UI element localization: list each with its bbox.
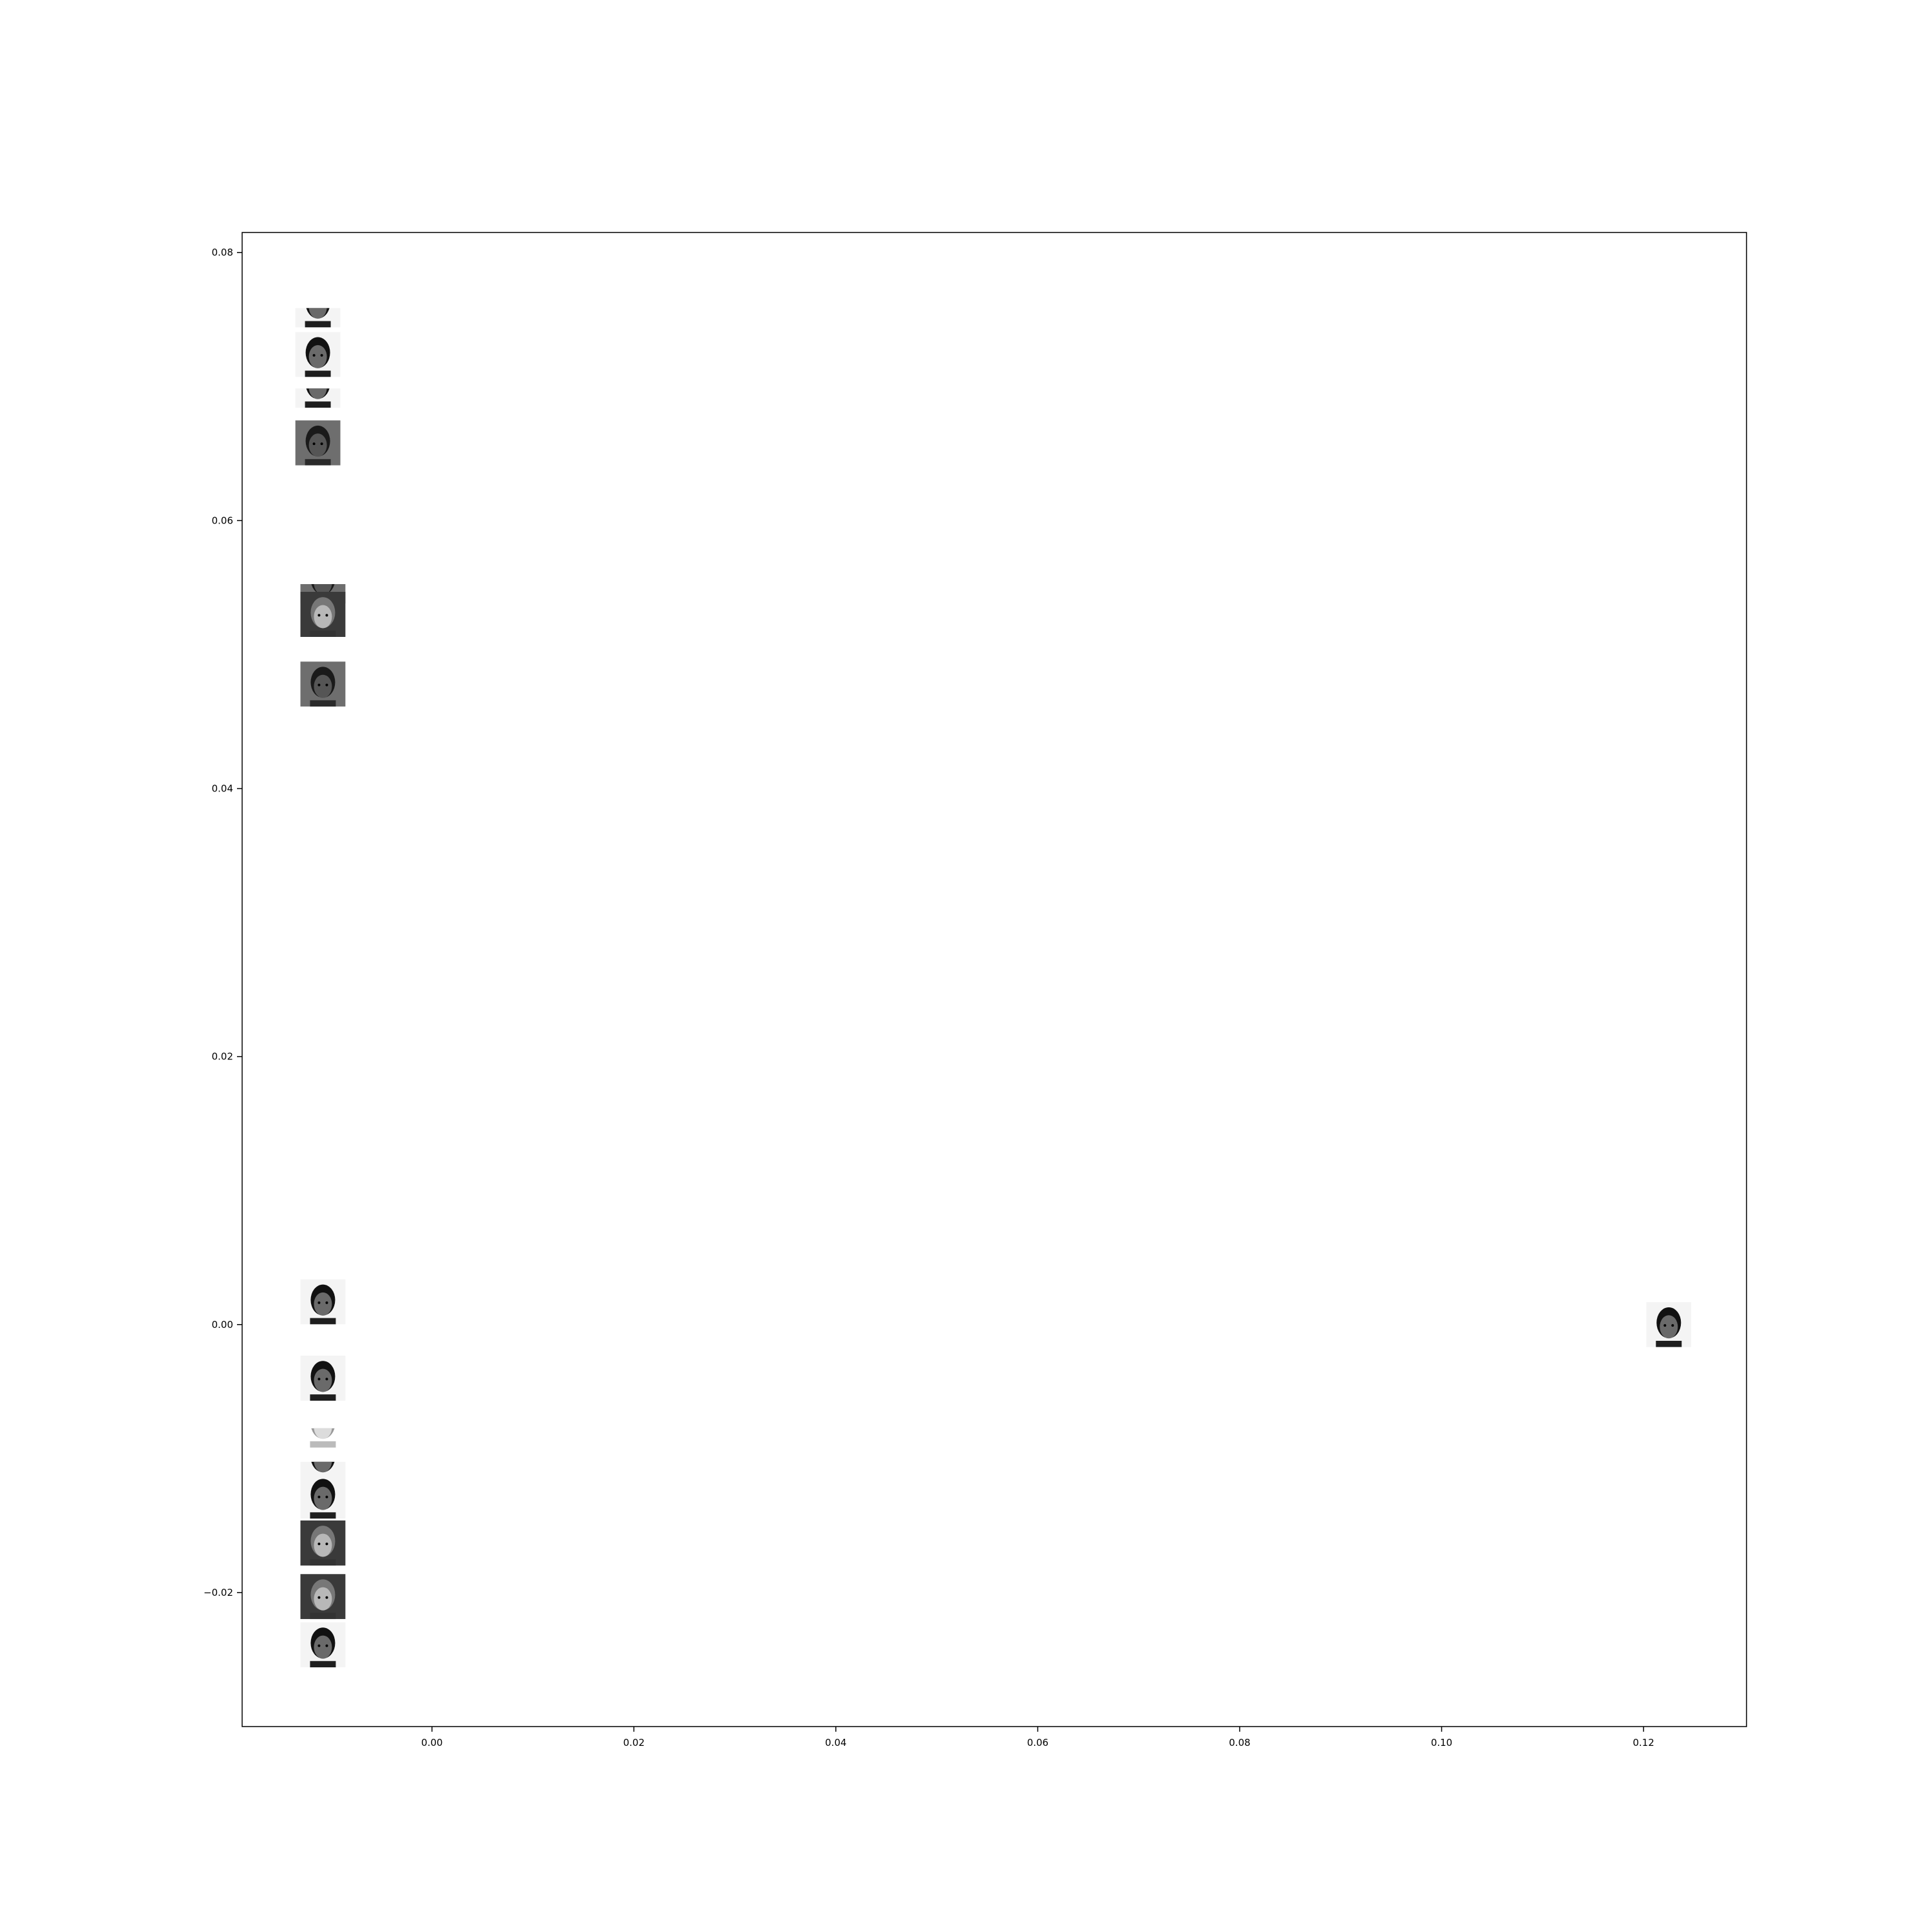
y-tick-label: 0.02 (212, 1051, 233, 1063)
face-thumbnail (300, 1622, 346, 1668)
plot-area (242, 232, 1747, 1727)
face-thumbnail (300, 1279, 346, 1325)
y-tick-label: 0.04 (212, 782, 233, 794)
y-axis: −0.02 0.00 0.02 0.04 0.06 0.08 (204, 247, 242, 1598)
face-thumbnail (300, 1520, 346, 1566)
x-tick-label: 0.04 (825, 1737, 846, 1748)
face-thumbnail (300, 1574, 346, 1620)
face-thumbnail (300, 1356, 346, 1401)
face-thumbnail (300, 592, 346, 638)
x-tick-label: 0.10 (1431, 1737, 1452, 1748)
face-thumbnail (300, 1473, 346, 1519)
x-tick-label: 0.12 (1633, 1737, 1654, 1748)
face-thumbnail (300, 661, 346, 707)
y-tick-label: 0.06 (212, 515, 233, 526)
x-tick-label: 0.08 (1229, 1737, 1250, 1748)
x-tick-label: 0.06 (1027, 1737, 1048, 1748)
face-thumbnail (300, 1428, 346, 1448)
face-points (295, 308, 1692, 1668)
y-tick-label: 0.08 (212, 247, 233, 258)
face-thumbnail (295, 388, 341, 408)
y-tick-label: −0.02 (204, 1587, 233, 1598)
y-tick-label: 0.00 (212, 1319, 233, 1331)
face-thumbnail (1646, 1302, 1692, 1347)
x-axis: 0.00 0.02 0.04 0.06 0.08 0.10 0.12 (421, 1727, 1654, 1748)
x-tick-label: 0.02 (623, 1737, 645, 1748)
face-thumbnail (295, 332, 341, 377)
face-thumbnail (295, 308, 341, 328)
face-thumbnail (295, 420, 341, 466)
x-tick-label: 0.00 (421, 1737, 442, 1748)
